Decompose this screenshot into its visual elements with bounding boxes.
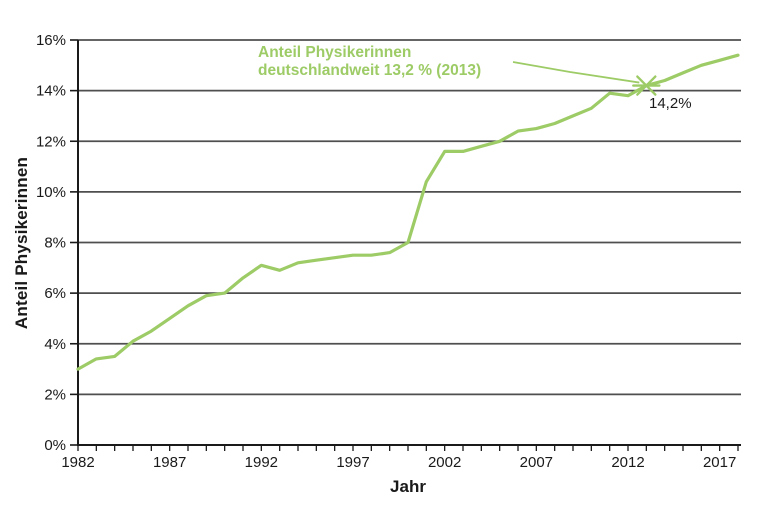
annotation-line1: Anteil Physikerinnen [258, 44, 412, 61]
y-tick-label: 0% [44, 437, 66, 454]
x-tick-label: 1982 [61, 454, 94, 471]
y-tick-label: 10% [36, 184, 66, 201]
annotation-leader-line [512, 61, 640, 84]
y-tick-label: 12% [36, 133, 66, 150]
y-tick-label: 4% [44, 336, 66, 353]
highlight-point-label: 14,2% [649, 95, 692, 112]
x-tick-label: 1997 [336, 454, 369, 471]
y-axis-title: Anteil Physikerinnen [12, 156, 31, 330]
annotation-line2: deutschlandweit 13,2 % (2013) [258, 62, 482, 79]
y-tick-label: 8% [44, 235, 66, 252]
data-point-marker [636, 75, 657, 96]
x-tick-label: 2017 [703, 454, 736, 471]
x-tick-label: 1992 [245, 454, 278, 471]
y-tick-label: 16% [36, 32, 66, 49]
x-axis-title: Jahr [390, 477, 426, 496]
x-tick-label: 2012 [611, 454, 644, 471]
annotation-text: Anteil Physikerinnen deutschlandweit 13,… [258, 44, 481, 80]
y-tick-label: 6% [44, 285, 66, 302]
y-tick-label: 14% [36, 83, 66, 100]
x-tick-label: 2002 [428, 454, 461, 471]
x-tick-label: 1987 [153, 454, 186, 471]
x-tick-label: 2007 [520, 454, 553, 471]
y-tick-label: 2% [44, 386, 66, 403]
data-line [76, 53, 740, 371]
